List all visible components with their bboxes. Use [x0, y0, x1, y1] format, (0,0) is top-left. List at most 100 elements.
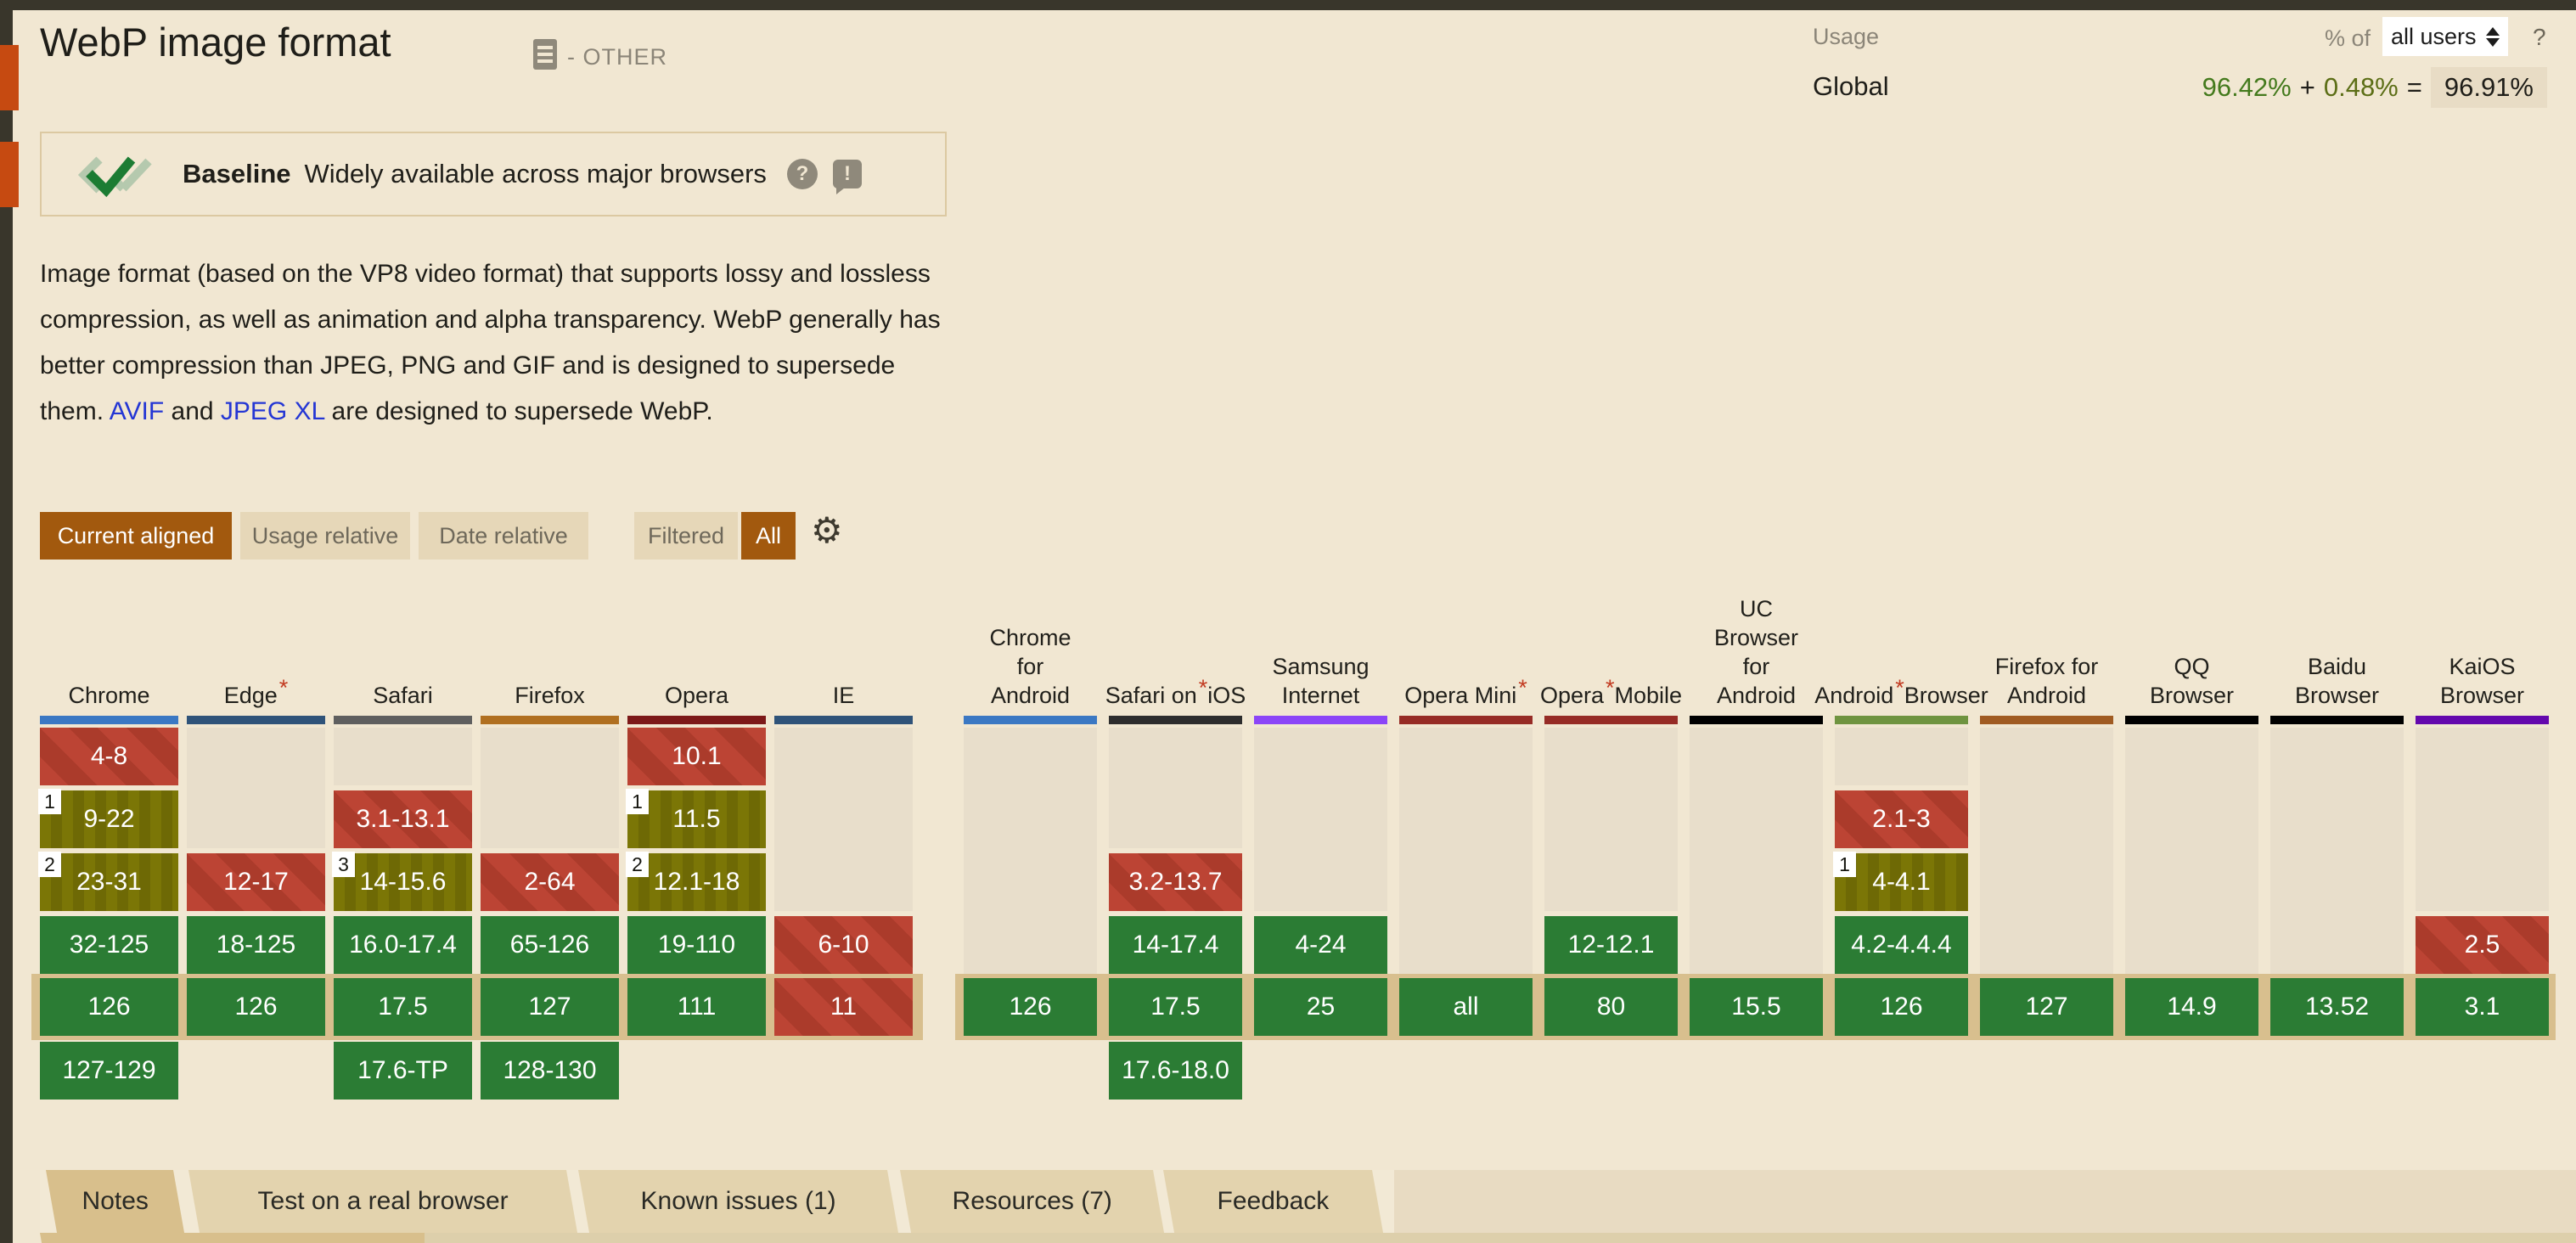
- support-cell-ie-6-10[interactable]: 6-10: [774, 916, 913, 974]
- support-cell-chrome-126[interactable]: 126: [40, 978, 178, 1036]
- browser-header-safari-on-ios[interactable]: Safari on * iOS: [1105, 675, 1246, 708]
- browser-color-bar: [1980, 716, 2113, 724]
- support-cell-edge-126[interactable]: 126: [187, 978, 325, 1036]
- support-cell-safari-on-ios-3-2-13-7[interactable]: 3.2-13.7: [1109, 853, 1242, 911]
- browser-header-samsung-internet[interactable]: Samsung Internet: [1272, 654, 1370, 708]
- support-cell-android-browser-2-1-3[interactable]: 2.1-3: [1835, 790, 1968, 848]
- browser-color-bar: [2125, 716, 2258, 724]
- support-cell-ie-empty: [774, 728, 913, 911]
- avif-link[interactable]: AVIF: [109, 397, 165, 425]
- browser-color-bar: [2416, 716, 2549, 724]
- support-cell-opera-19-110[interactable]: 19-110: [627, 916, 766, 974]
- browser-header-edge[interactable]: Edge *: [223, 675, 289, 708]
- support-cell-chrome-4-8[interactable]: 4-8: [40, 728, 178, 785]
- users-select[interactable]: all users: [2382, 17, 2508, 56]
- support-cell-android-browser-4-4-1[interactable]: 4-4.1 1: [1833, 852, 1968, 911]
- browser-header-opera[interactable]: Opera: [664, 683, 729, 708]
- jpeg-xl-link[interactable]: JPEG XL: [220, 397, 325, 425]
- support-cell-uc-browser-for-android-15-5[interactable]: 15.5: [1690, 978, 1823, 1036]
- support-cell-chrome-32-125[interactable]: 32-125: [40, 916, 178, 974]
- support-cell-firefox-for-android-127[interactable]: 127: [1980, 978, 2113, 1036]
- usage-heading: Usage: [1813, 24, 1880, 49]
- plus-sign: +: [2299, 72, 2315, 102]
- flag-note-badge: 2: [626, 852, 649, 877]
- browser-header-android-browser[interactable]: Android * Browser: [1814, 675, 1988, 708]
- browser-header-safari[interactable]: Safari: [373, 683, 433, 708]
- support-cell-edge-18-125[interactable]: 18-125: [187, 916, 325, 974]
- support-cell-safari-on-ios-14-17-4[interactable]: 14-17.4: [1109, 916, 1242, 974]
- support-cell-chrome-23-31[interactable]: 23-31 2: [38, 852, 178, 911]
- support-cell-chrome-for-android-126[interactable]: 126: [964, 978, 1097, 1036]
- support-cell-safari-3-1-13-1[interactable]: 3.1-13.1: [334, 790, 472, 848]
- baseline-feedback-icon[interactable]: !: [832, 160, 862, 194]
- description-text: are designed to supersede WebP.: [324, 397, 713, 425]
- support-cell-opera-12-1-18[interactable]: 12.1-18 2: [626, 852, 766, 911]
- support-cell-opera-11-5[interactable]: 11.5 1: [626, 789, 766, 848]
- support-cell-firefox-65-126[interactable]: 65-126: [481, 916, 619, 974]
- support-cell-chrome-127-129[interactable]: 127-129: [40, 1042, 178, 1100]
- tab-resources-7-[interactable]: Resources (7): [900, 1170, 1165, 1233]
- support-cell-samsung-internet-empty: [1254, 728, 1387, 911]
- support-cell-opera-mini-all[interactable]: all: [1399, 978, 1533, 1036]
- support-cell-android-browser-126[interactable]: 126: [1835, 978, 1968, 1036]
- flag-note-badge: 1: [38, 789, 61, 814]
- filtered-button[interactable]: Filtered: [634, 512, 738, 560]
- top-frame-bar: [0, 0, 2576, 10]
- baseline-help-icon[interactable]: ?: [786, 159, 818, 189]
- support-cell-opera-mobile-12-12-1[interactable]: 12-12.1: [1544, 916, 1678, 974]
- flag-note-badge: 2: [38, 852, 61, 877]
- support-cell-kaios-browser-2-5[interactable]: 2.5: [2416, 916, 2549, 974]
- support-cell-safari-17-6-tp[interactable]: 17.6-TP: [334, 1042, 472, 1100]
- support-cell-android-browser-4-2-4-4-4[interactable]: 4.2-4.4.4: [1835, 916, 1968, 974]
- support-cell-safari-17-5[interactable]: 17.5: [334, 978, 472, 1036]
- tab-feedback[interactable]: Feedback: [1163, 1170, 1384, 1233]
- usage-help-link[interactable]: ?: [2533, 24, 2546, 50]
- support-cell-ie-11[interactable]: 11: [774, 978, 913, 1036]
- browser-header-qq-browser[interactable]: QQ Browser: [2149, 654, 2235, 708]
- panel-top-band: [425, 1233, 2576, 1243]
- tab-known-issues-1-[interactable]: Known issues (1): [578, 1170, 899, 1233]
- support-cell-firefox-2-64[interactable]: 2-64: [481, 853, 619, 911]
- browser-header-uc-browser-for-android[interactable]: UC Browser for Android: [1713, 596, 1799, 708]
- support-cell-opera-10-1[interactable]: 10.1: [627, 728, 766, 785]
- settings-gear-icon[interactable]: ⚙: [811, 510, 843, 550]
- baseline-banner: Baseline Widely available across major b…: [40, 132, 947, 217]
- support-cell-safari-14-15-6[interactable]: 14-15.6 3: [332, 852, 472, 911]
- browser-header-baidu-browser[interactable]: Baidu Browser: [2294, 654, 2380, 708]
- current-aligned-button[interactable]: Current aligned: [40, 512, 232, 560]
- browser-header-ie[interactable]: IE: [832, 683, 855, 708]
- support-cell-safari-on-ios-17-6-18-0[interactable]: 17.6-18.0: [1109, 1042, 1242, 1100]
- support-cell-firefox-127[interactable]: 127: [481, 978, 619, 1036]
- flag-note-badge: 1: [1833, 852, 1856, 877]
- browser-header-firefox[interactable]: Firefox: [515, 683, 585, 708]
- support-cell-safari-16-0-17-4[interactable]: 16.0-17.4: [334, 916, 472, 974]
- left-frame-bar: [0, 0, 13, 1243]
- support-cell-samsung-internet-25[interactable]: 25: [1254, 978, 1387, 1036]
- category-label: - OTHER: [567, 44, 667, 70]
- browser-header-chrome[interactable]: Chrome: [68, 683, 150, 708]
- asterisk-note-icon: *: [1518, 675, 1527, 700]
- browser-header-chrome-for-android[interactable]: Chrome for Android: [989, 625, 1071, 708]
- browser-header-kaios-browser[interactable]: KaiOS Browser: [2439, 654, 2525, 708]
- support-cell-safari-on-ios-empty: [1109, 728, 1242, 848]
- tab-notes[interactable]: Notes: [46, 1170, 185, 1233]
- support-cell-kaios-browser-3-1[interactable]: 3.1: [2416, 978, 2549, 1036]
- all-button[interactable]: All: [741, 512, 796, 560]
- support-cell-safari-on-ios-17-5[interactable]: 17.5: [1109, 978, 1242, 1036]
- support-cell-safari-empty: [334, 728, 472, 785]
- support-cell-chrome-9-22[interactable]: 9-22 1: [38, 789, 178, 848]
- support-cell-opera-111[interactable]: 111: [627, 978, 766, 1036]
- browser-header-firefox-for-android[interactable]: Firefox for Android: [1994, 654, 2099, 708]
- support-cell-firefox-128-130[interactable]: 128-130: [481, 1042, 619, 1100]
- tab-test-on-a-real-browser[interactable]: Test on a real browser: [188, 1170, 578, 1233]
- browser-header-opera-mini[interactable]: Opera Mini *: [1404, 675, 1527, 708]
- support-cell-samsung-internet-4-24[interactable]: 4-24: [1254, 916, 1387, 974]
- usage-relative-button[interactable]: Usage relative: [240, 512, 410, 560]
- support-cell-edge-12-17[interactable]: 12-17: [187, 853, 325, 911]
- support-cell-qq-browser-14-9[interactable]: 14.9: [2125, 978, 2258, 1036]
- support-cell-baidu-browser-13-52[interactable]: 13.52: [2270, 978, 2404, 1036]
- support-cell-opera-mobile-80[interactable]: 80: [1544, 978, 1678, 1036]
- support-cell-uc-browser-for-android-empty: [1690, 728, 1823, 974]
- browser-header-opera-mobile[interactable]: Opera * Mobile: [1539, 675, 1683, 708]
- date-relative-button[interactable]: Date relative: [419, 512, 588, 560]
